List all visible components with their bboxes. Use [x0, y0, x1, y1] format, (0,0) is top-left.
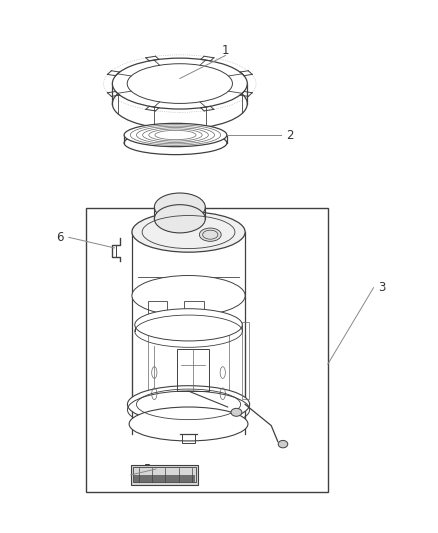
- Ellipse shape: [132, 276, 245, 316]
- Bar: [182, 433, 195, 443]
- Ellipse shape: [231, 408, 242, 416]
- Bar: [134, 467, 196, 482]
- Ellipse shape: [199, 228, 221, 241]
- Bar: [134, 475, 195, 482]
- Bar: [131, 465, 198, 485]
- Bar: [242, 322, 249, 399]
- Ellipse shape: [113, 58, 247, 109]
- Text: 2: 2: [286, 128, 293, 141]
- Ellipse shape: [129, 407, 248, 441]
- Bar: [184, 301, 204, 330]
- Ellipse shape: [135, 309, 242, 341]
- Text: 1: 1: [222, 44, 229, 56]
- Bar: [177, 349, 209, 391]
- Ellipse shape: [132, 212, 245, 252]
- Text: 5: 5: [144, 463, 151, 475]
- Ellipse shape: [278, 440, 288, 448]
- Bar: [148, 301, 167, 330]
- Ellipse shape: [127, 386, 250, 423]
- Ellipse shape: [154, 205, 205, 233]
- Text: 3: 3: [378, 281, 386, 294]
- Text: 6: 6: [57, 231, 64, 244]
- Ellipse shape: [124, 123, 227, 147]
- Ellipse shape: [154, 193, 205, 221]
- Bar: [86, 208, 328, 492]
